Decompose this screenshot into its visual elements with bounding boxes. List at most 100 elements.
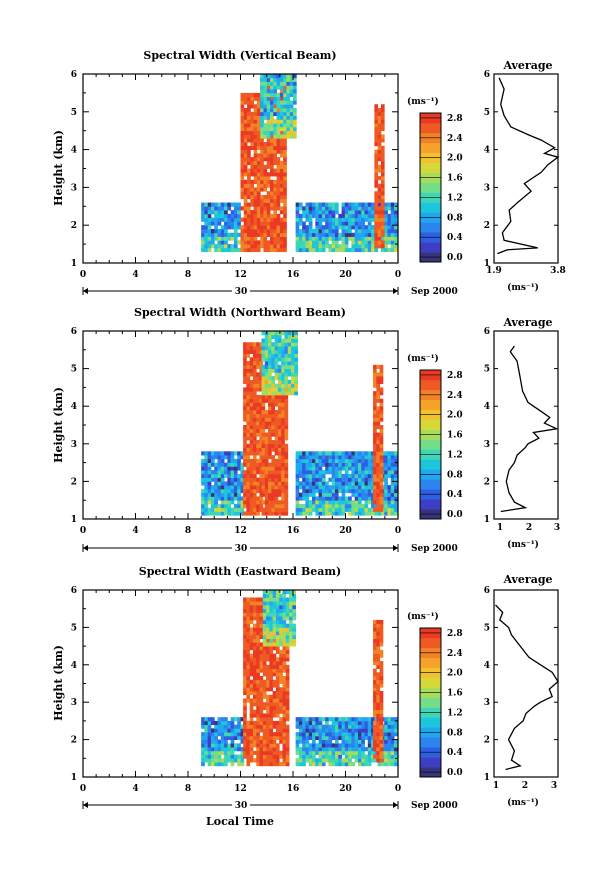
heatmap-cell bbox=[373, 702, 377, 707]
heatmap-cell bbox=[390, 462, 395, 467]
heatmap-cell bbox=[315, 458, 319, 463]
heatmap-cell bbox=[305, 244, 310, 249]
heatmap-cell bbox=[308, 485, 313, 490]
heatmap-cell bbox=[256, 653, 260, 658]
heatmap-cell bbox=[302, 455, 306, 460]
heatmap-cell bbox=[376, 447, 381, 452]
heatmap-cell bbox=[331, 451, 336, 456]
heatmap-cell bbox=[315, 747, 319, 752]
heatmap-cell bbox=[247, 134, 251, 139]
heatmap-cell bbox=[379, 758, 384, 763]
heatmap-cell bbox=[233, 206, 238, 211]
heatmap-cell bbox=[367, 492, 372, 497]
heatmap-cell bbox=[233, 466, 238, 471]
heatmap-cell bbox=[390, 477, 395, 482]
heatmap-cell bbox=[379, 466, 384, 471]
heatmap-cell bbox=[376, 417, 381, 422]
heatmap-cell bbox=[384, 451, 388, 456]
heatmap-cell bbox=[262, 590, 267, 595]
heatmap-cell bbox=[379, 743, 384, 748]
heatmap-cell bbox=[284, 417, 289, 422]
heatmap-cell bbox=[371, 743, 375, 748]
heatmap-cell bbox=[262, 728, 267, 733]
heatmap-cell bbox=[321, 492, 326, 497]
heatmap-cell bbox=[275, 687, 280, 692]
heatmap-cell bbox=[262, 735, 267, 740]
heatmap-cell bbox=[260, 126, 264, 132]
heatmap-cell bbox=[243, 485, 247, 490]
heatmap-cell bbox=[376, 728, 381, 733]
heatmap-cell bbox=[312, 747, 316, 752]
heatmap-cell bbox=[281, 455, 285, 460]
heatmap-cell bbox=[256, 134, 261, 139]
heatmap-cell bbox=[262, 604, 267, 610]
heatmap-cell bbox=[312, 202, 316, 207]
heatmap-cell bbox=[367, 511, 372, 516]
heatmap-cell bbox=[260, 123, 264, 128]
heatmap-cell bbox=[256, 432, 260, 437]
heatmap-cell bbox=[284, 398, 289, 403]
heatmap-cell bbox=[259, 477, 264, 482]
heatmap-cell bbox=[377, 142, 382, 147]
heatmap-cell bbox=[384, 739, 388, 744]
heatmap-cell bbox=[357, 481, 362, 486]
heatmap-cell bbox=[264, 346, 269, 351]
heatmap-cell bbox=[256, 387, 260, 392]
heatmap-cell bbox=[284, 413, 289, 418]
heatmap-cell bbox=[246, 690, 251, 696]
heatmap-cell bbox=[282, 661, 287, 666]
heatmap-cell bbox=[224, 747, 228, 752]
heatmap-cell bbox=[263, 213, 268, 219]
heatmap-cell bbox=[384, 750, 388, 755]
heatmap-cell bbox=[284, 421, 289, 426]
heatmap-cell bbox=[331, 232, 336, 237]
heatmap-cell bbox=[220, 228, 225, 234]
heatmap-cell bbox=[279, 149, 284, 154]
heatmap-cell bbox=[279, 601, 283, 606]
heatmap-cell bbox=[260, 164, 264, 169]
heatmap-cell bbox=[243, 213, 248, 219]
heatmap-cell bbox=[377, 187, 382, 192]
heatmap-cell bbox=[224, 244, 228, 249]
heatmap-cell bbox=[318, 739, 323, 744]
heatmap-cell bbox=[357, 244, 362, 249]
heatmap-cell bbox=[344, 750, 349, 755]
heatmap-cell bbox=[373, 409, 377, 415]
heatmap-cell bbox=[237, 735, 241, 740]
heatmap-cell bbox=[246, 488, 251, 494]
heatmap-cell bbox=[263, 232, 268, 237]
heatmap-cell bbox=[227, 477, 232, 482]
heatmap-cell bbox=[374, 206, 379, 211]
heatmap-cell bbox=[275, 657, 280, 662]
heatmap-cell bbox=[220, 473, 225, 479]
heatmap-cell bbox=[281, 368, 285, 373]
heatmap-cell bbox=[217, 217, 222, 222]
heatmap-cell bbox=[373, 679, 377, 684]
heatmap-cell bbox=[266, 616, 270, 621]
heatmap-cell bbox=[273, 96, 277, 101]
heatmap-cell bbox=[263, 111, 268, 116]
heatmap-cell bbox=[308, 500, 313, 505]
heatmap-cell bbox=[274, 364, 279, 369]
heatmap-cell bbox=[264, 458, 269, 463]
heatmap-cell bbox=[260, 104, 264, 109]
heatmap-cell bbox=[224, 732, 228, 737]
heatmap-cell bbox=[282, 750, 287, 755]
heatmap-cell bbox=[390, 202, 395, 207]
heatmap-cell bbox=[376, 413, 381, 418]
heatmap-cell bbox=[318, 232, 323, 237]
heatmap-cell bbox=[318, 762, 323, 767]
heatmap-cell bbox=[268, 466, 272, 471]
heatmap-cell bbox=[210, 720, 215, 726]
heatmap-cell bbox=[284, 376, 289, 381]
heatmap-cell bbox=[227, 225, 232, 230]
heatmap-cell bbox=[351, 202, 356, 207]
heatmap-cell bbox=[373, 417, 377, 422]
heatmap-cell bbox=[256, 470, 260, 475]
heatmap-cell bbox=[268, 353, 272, 358]
heatmap-cell bbox=[268, 440, 272, 445]
heatmap-cell bbox=[348, 754, 352, 759]
heatmap-cell bbox=[279, 720, 283, 726]
